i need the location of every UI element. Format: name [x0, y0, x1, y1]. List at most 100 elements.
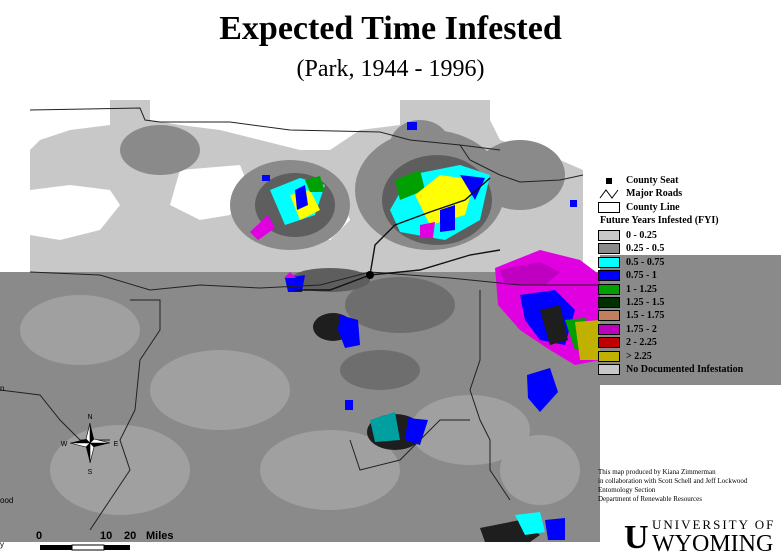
legend-class-row: 1.75 - 2 — [598, 323, 657, 336]
credit-line-3: Entomology Section — [598, 486, 656, 494]
light-patch-3 — [410, 395, 530, 465]
road-symbol — [598, 188, 620, 199]
road-3 — [369, 249, 501, 276]
legend-class-label: 1.5 - 1.75 — [626, 310, 665, 322]
bottom-blue — [545, 518, 565, 540]
magenta-blob-2 — [284, 272, 296, 278]
hotspot-2-green — [395, 170, 425, 200]
south-label: S — [88, 469, 93, 476]
legend-class-swatch — [598, 310, 620, 322]
scale-tick-10: 10 — [100, 530, 113, 542]
east-label: E — [114, 441, 119, 448]
county-line-east — [469, 290, 511, 501]
legend-class-row: 0.75 - 1 — [598, 269, 657, 282]
blue-blob-3 — [405, 418, 428, 445]
legend-class-label: > 2.25 — [626, 350, 652, 362]
blue-speck-1 — [407, 122, 417, 130]
light-patch-5 — [50, 425, 190, 515]
major-roads — [295, 177, 501, 291]
road-2 — [295, 274, 371, 291]
legend-class-row: > 2.25 — [598, 350, 652, 363]
blue-blob-4 — [527, 368, 558, 412]
hotspot-2-blue — [460, 175, 485, 200]
credit-line-2: in collaboration with Scott Schell and J… — [598, 477, 748, 485]
legend-major-roads-label: Major Roads — [626, 188, 683, 199]
north-arrow: N S E W — [61, 414, 119, 476]
dark-patch-1 — [345, 277, 455, 333]
legend-class-swatch — [598, 243, 620, 255]
uw-line-1: UNIVERSITY OF — [652, 517, 776, 532]
legend-class-swatch — [598, 283, 620, 295]
legend-class-row: 1 - 1.25 — [598, 283, 657, 296]
lower-map-region — [0, 250, 781, 557]
scale-unit: Miles — [146, 530, 174, 542]
hotspot-1-magenta — [250, 215, 275, 240]
hotspot-2-blue-b — [440, 205, 455, 232]
legend-class-row: 1.25 - 1.5 — [598, 296, 664, 309]
county-line-south — [349, 419, 470, 471]
legend-county-seat-label: County Seat — [626, 175, 679, 186]
scale-tick-20: 20 — [124, 530, 137, 542]
legend-class-row: 0 - 0.25 — [598, 229, 657, 242]
legend-class-label: 2 - 2.25 — [626, 337, 657, 349]
mid-blob-4 — [475, 140, 565, 210]
mid-blob-1 — [120, 125, 200, 175]
edge-label-2: ood — [0, 496, 14, 505]
legend-class-swatch — [598, 270, 620, 282]
blue-blob-1 — [338, 315, 360, 348]
upper-map-region — [30, 100, 583, 272]
legend-major-roads: Major Roads — [598, 187, 682, 200]
legend-class-swatch — [598, 256, 620, 268]
uw-line-2: WYOMING — [652, 531, 774, 557]
blue-speck-4 — [345, 400, 353, 410]
north-label: N — [87, 414, 92, 421]
credit-line-1: This map produced by Kiana Zimmerman — [598, 468, 716, 476]
hotspot-1-blue — [295, 185, 308, 210]
county-line-symbol — [598, 202, 620, 213]
scale-bar — [40, 544, 130, 551]
county-line-north — [29, 107, 501, 151]
legend-class-label: 1.25 - 1.5 — [626, 297, 665, 308]
right-black — [540, 305, 568, 345]
legend-class-swatch — [598, 230, 620, 241]
west-label: W — [61, 441, 68, 448]
county-line-ne — [459, 144, 584, 183]
right-purple — [500, 262, 560, 285]
legend-class-label: 0 - 0.25 — [626, 230, 657, 241]
road-1 — [369, 177, 491, 276]
legend-class-row: 1.5 - 1.75 — [598, 309, 664, 322]
map-credits: This map produced by Kiana Zimmerman in … — [598, 468, 747, 504]
scale-labels: 0 10 20 Miles — [28, 530, 198, 544]
map-subtitle: (Park, 1944 - 1996) — [296, 56, 485, 82]
right-olive — [575, 320, 600, 360]
legend-class-label: No Documented Infestation — [626, 364, 744, 375]
edge-label-3: y — [0, 540, 4, 549]
legend-class-row: 2 - 2.25 — [598, 336, 657, 349]
scale-seg-2 — [71, 544, 105, 551]
scale-tick-0: 0 — [36, 530, 43, 542]
light-patch-2 — [150, 350, 290, 430]
white-patch-1 — [30, 100, 110, 150]
right-mid-fill — [600, 255, 781, 385]
white-patch-5 — [490, 100, 583, 170]
uw-logo-mark: U — [624, 519, 649, 556]
white-patch-2 — [150, 100, 400, 150]
blue-speck-3 — [570, 200, 577, 207]
county-line-mid — [29, 271, 600, 291]
county-seat-marker — [366, 271, 374, 279]
county-seat-symbol — [598, 177, 620, 184]
edge-label-1: n — [0, 384, 5, 393]
blue-blob-2 — [285, 275, 305, 292]
light-patch-4 — [260, 430, 400, 510]
hotspot-2-magenta — [420, 222, 435, 238]
dark-patch-2 — [340, 350, 420, 390]
teal-blob-3 — [370, 412, 400, 442]
credit-line-4: Department of Renewable Resources — [598, 495, 702, 503]
legend-class-row: No Documented Infestation — [598, 363, 743, 376]
blue-speck-2 — [262, 175, 270, 181]
bottom-cyan — [515, 512, 545, 535]
legend-class-swatch — [598, 323, 620, 335]
legend-class-row: 0.25 - 0.5 — [598, 242, 664, 255]
white-patch-3 — [30, 185, 120, 240]
